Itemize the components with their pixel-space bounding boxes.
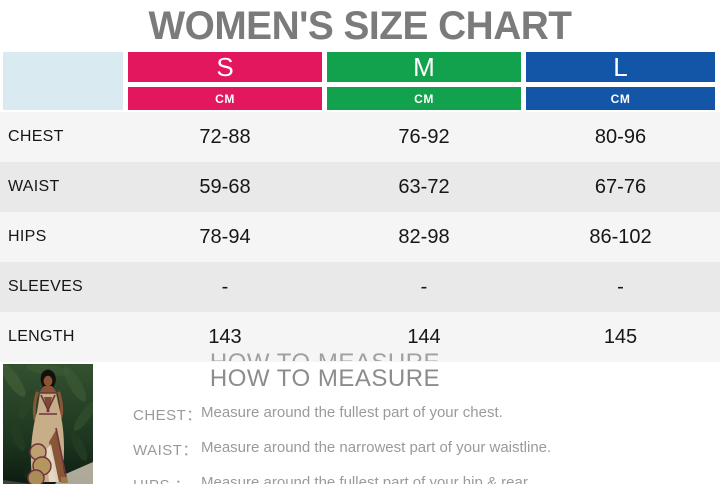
- measure-item-hips: HIPS ： Measure around the fullest part o…: [95, 474, 555, 484]
- how-to-measure-content: HOW TO MEASURE CHEST： Measure around the…: [95, 362, 555, 484]
- cell-length-s: 143: [208, 325, 242, 348]
- size-chart-table: S CM M CM L CM CHEST 72-88 76-92 80-96 W…: [0, 52, 720, 362]
- size-label-m: M: [327, 52, 521, 82]
- table-header-row: S CM M CM L CM: [0, 52, 720, 110]
- row-label-hips: HIPS: [8, 228, 47, 245]
- column-header-m: M CM: [327, 52, 521, 110]
- table-body: CHEST 72-88 76-92 80-96 WAIST 59-68 63-7…: [0, 112, 720, 362]
- cell-sleeves-m: -: [420, 275, 428, 298]
- model-photo-illustration: [3, 364, 93, 484]
- cell-hips-s: 78-94: [199, 225, 251, 248]
- how-to-measure-section: HOW TO MEASURE: [0, 352, 720, 484]
- cell-length-l: 145: [603, 325, 638, 348]
- cell-chest-l: 80-96: [594, 125, 647, 148]
- table-row-length: LENGTH 143 144 145: [0, 312, 720, 362]
- page-title: WOMEN'S SIZE CHART: [148, 3, 572, 48]
- row-label-chest: CHEST: [8, 128, 64, 145]
- unit-label-m: CM: [327, 87, 521, 110]
- cell-chest-s: 72-88: [199, 125, 251, 148]
- unit-label-l: CM: [526, 87, 715, 110]
- row-label-waist: WAIST: [8, 178, 60, 195]
- measure-text-hips: Measure around the fullest part of your …: [201, 474, 532, 484]
- cell-hips-l: 86-102: [589, 225, 652, 248]
- measure-label-waist: WAIST：: [133, 442, 198, 459]
- measure-label-chest: CHEST：: [133, 407, 202, 424]
- measure-text-chest: Measure around the fullest part of your …: [201, 404, 503, 421]
- product-photo: [3, 364, 93, 484]
- table-row-waist: WAIST 59-68 63-72 67-76: [0, 162, 720, 212]
- cell-hips-m: 82-98: [398, 225, 450, 248]
- measure-item-chest: CHEST： Measure around the fullest part o…: [95, 404, 555, 425]
- size-label-s: S: [128, 52, 322, 82]
- row-label-sleeves: SLEEVES: [8, 278, 84, 295]
- cell-sleeves-s: -: [221, 275, 229, 298]
- cell-sleeves-l: -: [617, 275, 624, 298]
- table-row-sleeves: SLEEVES - - -: [0, 262, 720, 312]
- column-header-s: S CM: [128, 52, 322, 110]
- row-label-length: LENGTH: [8, 328, 75, 345]
- measure-item-waist: WAIST： Measure around the narrowest part…: [95, 439, 555, 460]
- cell-length-m: 144: [407, 325, 441, 348]
- measure-label-hips: HIPS ：: [133, 474, 201, 484]
- cell-waist-l: 67-76: [594, 175, 647, 198]
- size-label-l: L: [526, 52, 715, 82]
- cell-waist-s: 59-68: [199, 175, 251, 198]
- table-corner-cell: [3, 52, 123, 110]
- column-header-l: L CM: [526, 52, 715, 110]
- measure-text-waist: Measure around the narrowest part of you…: [201, 439, 552, 456]
- table-row-hips: HIPS 78-94 82-98 86-102: [0, 212, 720, 262]
- cell-chest-m: 76-92: [398, 125, 450, 148]
- unit-label-s: CM: [128, 87, 322, 110]
- how-to-measure-title: HOW TO MEASURE: [209, 365, 441, 392]
- cell-waist-m: 63-72: [398, 175, 450, 198]
- table-row-chest: CHEST 72-88 76-92 80-96: [0, 112, 720, 162]
